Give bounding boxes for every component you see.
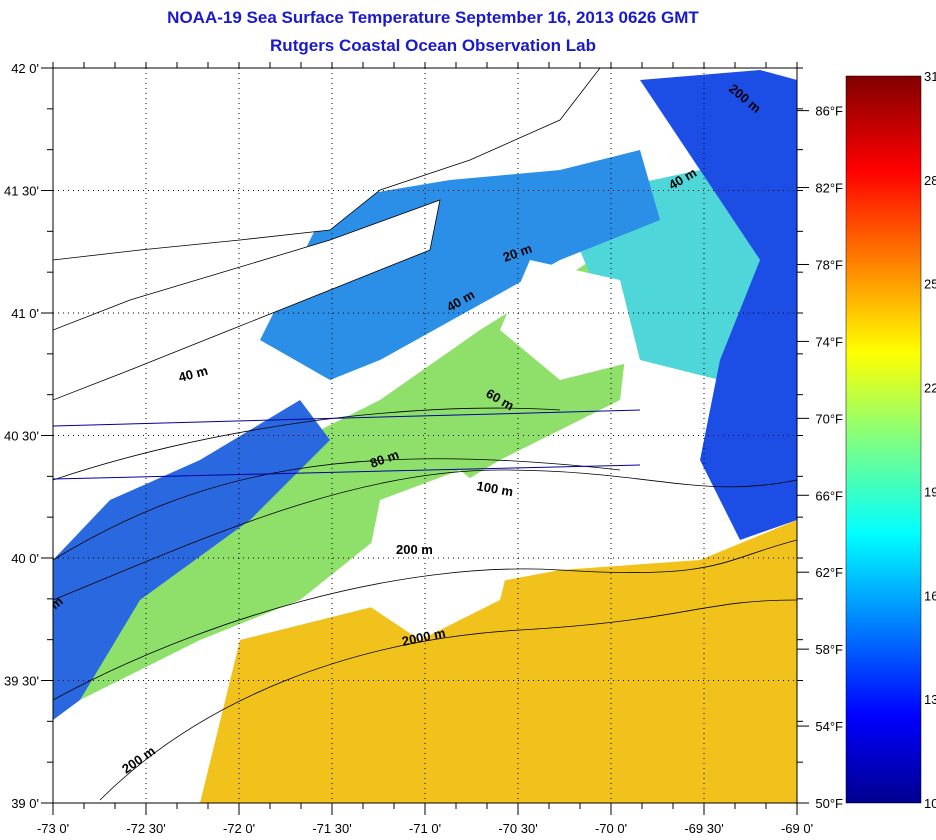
sst-region-cool-east — [640, 70, 797, 540]
cloud-gap — [500, 260, 640, 380]
axes: -73 0' -72 30' -72 0' -71 30' -71 0' -70 30' -… — [4, 61, 813, 836]
celsius-label: 10°C — [924, 796, 936, 811]
land-coast — [53, 68, 601, 261]
celsius-label: 22°C — [924, 381, 936, 396]
lat-tick-label: 40 0' — [11, 551, 39, 566]
lon-tick-label: -69 30' — [684, 821, 723, 836]
lon-tick-label: -70 0' — [595, 821, 627, 836]
graticule — [53, 68, 797, 803]
lat-tick-label: 41 30' — [4, 184, 39, 199]
lon-tick-label: -71 30' — [312, 821, 351, 836]
lat-tick-label: 39 30' — [4, 674, 39, 689]
celsius-label: 31°C — [924, 69, 936, 84]
lat-tick-label: 41 0' — [11, 306, 39, 321]
lon-tick-label: -70 30' — [498, 821, 537, 836]
lon-tick-label: -71 0' — [409, 821, 441, 836]
fahrenheit-label: 70°F — [815, 411, 843, 426]
fahrenheit-label: 74°F — [815, 334, 843, 349]
contour-label: 200 m — [396, 542, 433, 557]
celsius-label: 19°C — [924, 484, 936, 499]
contour-label: 40 m — [177, 363, 210, 385]
lon-tick-label: -69 0' — [781, 821, 813, 836]
lon-tick-label: -72 30' — [126, 821, 165, 836]
transect-line — [53, 409, 641, 427]
map-subtitle: Rutgers Coastal Ocean Observation Lab — [270, 36, 596, 55]
fahrenheit-label: 78°F — [815, 257, 843, 272]
land-long-island — [53, 199, 441, 401]
bathymetry-contours — [53, 407, 797, 801]
celsius-label: 25°C — [924, 277, 936, 292]
lat-tick-label: 40 30' — [4, 429, 39, 444]
sst-region-nearshore — [260, 150, 660, 380]
sst-region-shelf — [80, 230, 640, 700]
celsius-label: 16°C — [924, 588, 936, 603]
sst-region-offshore-warm — [200, 520, 797, 803]
sst-field: 20 m 40 m 40 m 40 m 60 m 80 m 100 m 200 … — [53, 68, 797, 803]
contour-label: 100 m — [475, 478, 514, 499]
lon-tick-label: -73 0' — [37, 821, 69, 836]
colorbar — [845, 75, 922, 804]
cloud-gap — [360, 470, 520, 640]
fahrenheit-label: 82°F — [815, 181, 843, 196]
fahrenheit-label: 66°F — [815, 488, 843, 503]
fahrenheit-label: 54°F — [815, 719, 843, 734]
map-title: NOAA-19 Sea Surface Temperature Septembe… — [167, 8, 699, 27]
fahrenheit-label: 62°F — [815, 565, 843, 580]
transect-line — [53, 464, 641, 480]
fahrenheit-label: 58°F — [815, 642, 843, 657]
lat-tick-label: 39 0' — [11, 796, 39, 811]
fahrenheit-label: 50°F — [815, 796, 843, 811]
celsius-label: 13°C — [924, 692, 936, 707]
fahrenheit-label: 86°F — [815, 104, 843, 119]
lat-tick-label: 42 0' — [11, 61, 39, 76]
sst-region-cool-west — [53, 400, 330, 720]
celsius-label: 28°C — [924, 173, 936, 188]
lon-tick-label: -72 0' — [223, 821, 255, 836]
colorbar-labels: 31°C 28°C 25°C 22°C 19°C 16°C 13°C 10°C 86°F 82°F… — [797, 69, 936, 811]
